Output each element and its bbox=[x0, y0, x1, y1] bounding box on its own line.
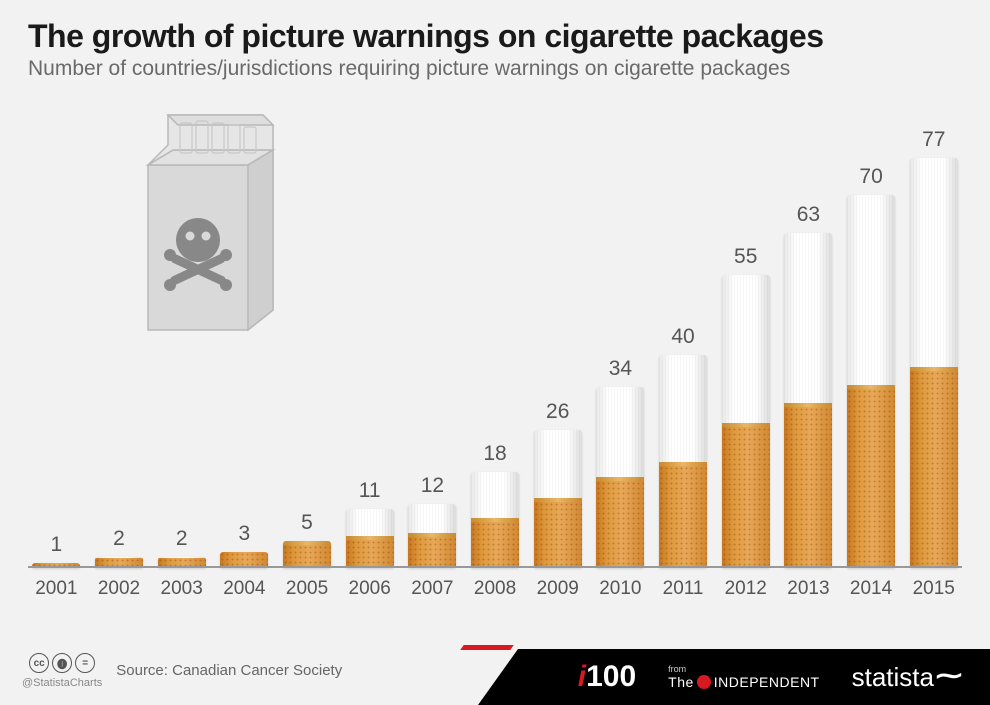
bar-column: 77 bbox=[905, 105, 962, 568]
cc-nd-icon: = bbox=[75, 653, 95, 673]
bar-column: 5 bbox=[279, 105, 336, 568]
footer: cc 🅘 = @StatistaCharts Source: Canadian … bbox=[0, 637, 990, 705]
value-label: 26 bbox=[546, 400, 569, 424]
x-axis-labels: 2001 20022003 2004 20052006 2007 20082009 2010… bbox=[28, 578, 962, 600]
value-label: 5 bbox=[301, 511, 313, 535]
cigarette-bar bbox=[346, 509, 394, 568]
value-label: 18 bbox=[483, 442, 506, 466]
bar-column: 18 bbox=[467, 105, 524, 568]
bar-column: 1 bbox=[28, 105, 85, 568]
bar-column: 3 bbox=[216, 105, 273, 568]
value-label: 2 bbox=[176, 527, 188, 551]
value-label: 2 bbox=[113, 527, 125, 551]
source-value: Canadian Cancer Society bbox=[172, 662, 342, 679]
twitter-handle: @StatistaCharts bbox=[22, 677, 102, 689]
chart-area: 1223511121826344055637077 20012002200320… bbox=[28, 105, 962, 600]
x-axis-label: 2014 bbox=[843, 578, 900, 600]
cigarette-bar bbox=[722, 275, 770, 568]
cigarette-bar bbox=[659, 355, 707, 568]
x-axis-label: 2005 bbox=[279, 578, 336, 600]
bar-column: 2 bbox=[91, 105, 148, 568]
value-label: 70 bbox=[859, 165, 882, 189]
bar-column: 40 bbox=[655, 105, 712, 568]
value-label: 77 bbox=[922, 128, 945, 152]
x-axis-label: 2006 bbox=[341, 578, 398, 600]
bar-column: 12 bbox=[404, 105, 461, 568]
bar-column: 70 bbox=[843, 105, 900, 568]
source-label: Source: bbox=[116, 662, 168, 679]
x-axis-label: 2011 bbox=[655, 578, 712, 600]
x-axis-label: 2008 bbox=[467, 578, 524, 600]
red-accent bbox=[460, 645, 514, 650]
bar-column: 11 bbox=[341, 105, 398, 568]
x-axis-label: 2012 bbox=[717, 578, 774, 600]
cigarette-bar bbox=[408, 504, 456, 568]
bars-container: 1223511121826344055637077 bbox=[28, 105, 962, 568]
cigarette-bar bbox=[847, 195, 895, 568]
independent-from-label: from bbox=[668, 664, 686, 674]
x-axis-label: 2010 bbox=[592, 578, 649, 600]
x-axis-label: 2003 bbox=[153, 578, 210, 600]
cc-by-icon: 🅘 bbox=[52, 653, 72, 673]
bar-column: 55 bbox=[717, 105, 774, 568]
value-label: 63 bbox=[797, 203, 820, 227]
cigarette-bar bbox=[534, 430, 582, 568]
bar-column: 2 bbox=[153, 105, 210, 568]
x-axis-label: 2004 bbox=[216, 578, 273, 600]
chart-subtitle: Number of countries/jurisdictions requir… bbox=[28, 57, 962, 81]
eagle-icon bbox=[697, 675, 711, 689]
value-label: 40 bbox=[671, 325, 694, 349]
cigarette-bar bbox=[471, 472, 519, 568]
source-attribution: Source: Canadian Cancer Society bbox=[116, 662, 342, 680]
statista-logo: statista⁓ bbox=[852, 662, 962, 693]
x-axis-label: 2002 bbox=[91, 578, 148, 600]
x-axis-line bbox=[28, 566, 962, 568]
cc-license-badges: cc 🅘 = @StatistaCharts bbox=[22, 653, 102, 689]
bar-column: 34 bbox=[592, 105, 649, 568]
value-label: 12 bbox=[421, 474, 444, 498]
cigarette-bar bbox=[283, 541, 331, 568]
statista-text: statista bbox=[852, 662, 934, 693]
brand-strip: i100 from TheINDEPENDENT statista⁓ bbox=[518, 649, 990, 705]
x-axis-label: 2001 bbox=[28, 578, 85, 600]
bar-column: 26 bbox=[529, 105, 586, 568]
cigarette-bar bbox=[596, 387, 644, 568]
cc-icon: cc bbox=[29, 653, 49, 673]
x-axis-label: 2013 bbox=[780, 578, 837, 600]
value-label: 55 bbox=[734, 245, 757, 269]
bar-column: 63 bbox=[780, 105, 837, 568]
x-axis-label: 2009 bbox=[529, 578, 586, 600]
cigarette-bar bbox=[784, 233, 832, 568]
independent-logo: from TheINDEPENDENT bbox=[668, 664, 819, 690]
value-label: 34 bbox=[609, 357, 632, 381]
x-axis-label: 2015 bbox=[905, 578, 962, 600]
value-label: 11 bbox=[359, 479, 381, 503]
x-axis-label: 2007 bbox=[404, 578, 461, 600]
cigarette-bar bbox=[910, 158, 958, 568]
chart-title: The growth of picture warnings on cigare… bbox=[28, 18, 962, 55]
value-label: 1 bbox=[50, 533, 62, 557]
i100-logo: i100 bbox=[578, 660, 636, 694]
value-label: 3 bbox=[239, 522, 251, 546]
